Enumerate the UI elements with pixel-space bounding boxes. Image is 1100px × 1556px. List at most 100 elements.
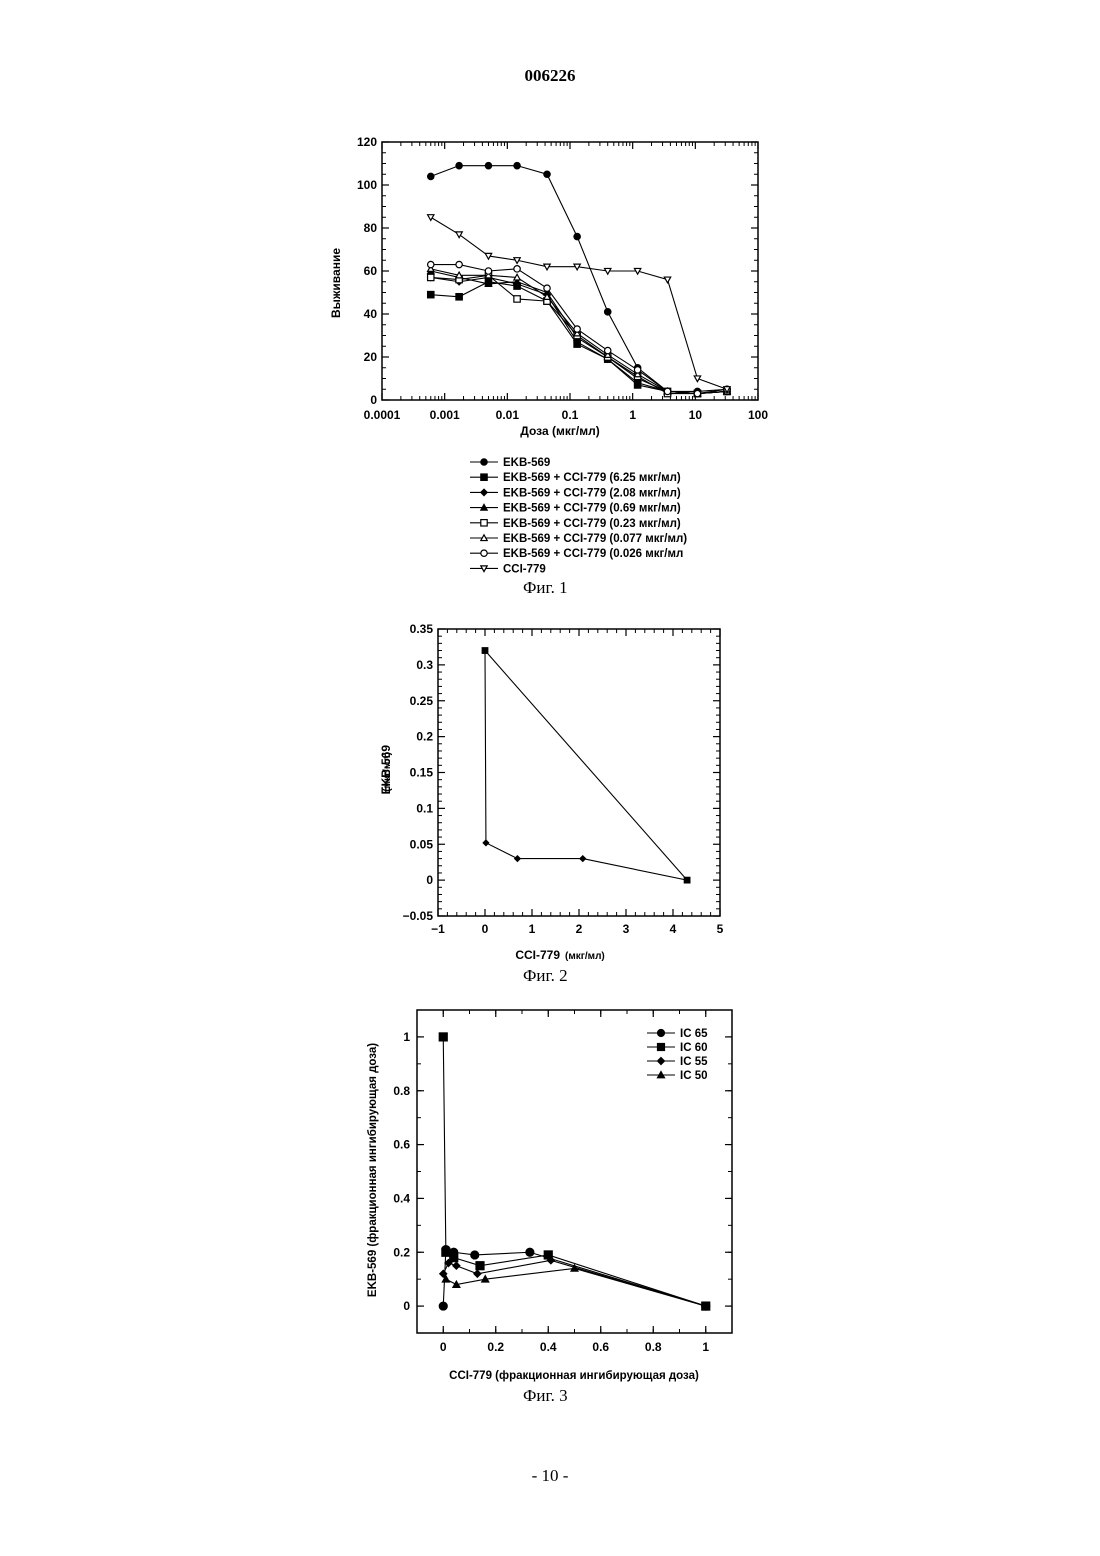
legend-label: EKB-569 + CCI-779 (0.23 мкг/мл) bbox=[503, 518, 681, 530]
legend-marker bbox=[658, 1044, 665, 1051]
x-tick-label: 1 bbox=[529, 922, 536, 936]
data-point bbox=[456, 261, 462, 267]
chart-3-fractional-isobologram: 00.20.40.60.8100.20.40.60.81CCI-779 (фра… bbox=[367, 1010, 732, 1382]
data-point bbox=[694, 376, 700, 382]
data-point bbox=[514, 162, 520, 168]
legend-marker bbox=[481, 535, 487, 541]
data-point bbox=[471, 1251, 479, 1259]
y-tick-label: 0.25 bbox=[410, 694, 434, 708]
data-point bbox=[605, 309, 611, 315]
x-axis-label: CCI-779 (фракционная ингибирующая доза) bbox=[449, 1370, 699, 1382]
data-point bbox=[574, 326, 580, 332]
data-point bbox=[605, 268, 611, 274]
data-point bbox=[664, 388, 670, 394]
data-point bbox=[694, 390, 700, 396]
data-point bbox=[515, 856, 521, 862]
data-point bbox=[485, 268, 491, 274]
y-tick-label: 0.3 bbox=[416, 658, 433, 672]
y-tick-label: 0 bbox=[403, 1299, 410, 1313]
data-point bbox=[684, 877, 690, 883]
data-point bbox=[634, 268, 640, 274]
data-point bbox=[544, 264, 550, 270]
data-point bbox=[574, 264, 580, 270]
figure-2-caption: Фиг. 2 bbox=[523, 966, 568, 986]
data-point bbox=[483, 840, 489, 846]
x-tick-label: 0.4 bbox=[540, 1340, 557, 1354]
x-tick-label: 100 bbox=[748, 408, 768, 422]
y-tick-label: 0 bbox=[370, 393, 377, 407]
legend-label: EKB-569 + CCI-779 (0.077 мкг/мл) bbox=[503, 533, 687, 545]
legend-marker bbox=[481, 489, 487, 495]
x-tick-label: 0.8 bbox=[645, 1340, 662, 1354]
data-point bbox=[456, 294, 462, 300]
data-point bbox=[476, 1262, 484, 1270]
legend-label: EKB-569 bbox=[503, 457, 550, 469]
data-point bbox=[450, 1254, 458, 1262]
chart-2-frame bbox=[438, 629, 720, 916]
x-tick-label: 2 bbox=[576, 922, 583, 936]
y-tick-label: 80 bbox=[364, 221, 378, 235]
y-tick-label: 0.1 bbox=[416, 801, 433, 815]
legend-label: IC 60 bbox=[680, 1042, 708, 1054]
data-point bbox=[526, 1248, 534, 1256]
legend-marker bbox=[481, 550, 487, 556]
x-tick-label: 0.0001 bbox=[364, 408, 401, 422]
legend-label: CCI-779 bbox=[503, 563, 546, 575]
x-tick-label: 3 bbox=[623, 922, 630, 936]
chart-1-survival-vs-dose: 0.00010.0010.010.1110100020406080100120Д… bbox=[329, 135, 768, 575]
x-tick-label: 0 bbox=[482, 922, 489, 936]
data-point bbox=[634, 367, 640, 373]
isobole-line bbox=[485, 651, 687, 881]
series-line bbox=[446, 1268, 706, 1306]
y-tick-label: 0.35 bbox=[410, 622, 434, 636]
figure-3-caption: Фиг. 3 bbox=[523, 1386, 568, 1406]
chart-2-isobologram: −1012345−0.0500.050.10.150.20.250.30.35C… bbox=[379, 622, 724, 962]
data-point bbox=[574, 233, 580, 239]
legend-label: EKB-569 + CCI-779 (6.25 мкг/мл) bbox=[503, 472, 681, 484]
y-tick-label: 0.2 bbox=[393, 1245, 410, 1259]
x-tick-label: 1 bbox=[629, 408, 636, 422]
data-point bbox=[428, 274, 434, 280]
y-tick-label: 40 bbox=[364, 307, 378, 321]
y-tick-label: 0.6 bbox=[393, 1138, 410, 1152]
data-point bbox=[514, 274, 520, 280]
data-point bbox=[456, 162, 462, 168]
y-axis-unit: (мкг/мл) bbox=[382, 752, 393, 792]
x-tick-label: 1 bbox=[702, 1340, 709, 1354]
legend-label: IC 65 bbox=[680, 1028, 708, 1040]
page-number: - 10 - bbox=[0, 1466, 1100, 1486]
data-point bbox=[442, 1248, 450, 1256]
y-tick-label: 1 bbox=[403, 1030, 410, 1044]
y-axis-label: Выживание bbox=[329, 248, 343, 318]
legend-label: EKB-569 + CCI-779 (2.08 мкг/мл) bbox=[503, 487, 681, 499]
y-tick-label: 0.4 bbox=[393, 1191, 410, 1205]
y-tick-label: 20 bbox=[364, 350, 378, 364]
legend-marker bbox=[658, 1058, 665, 1065]
data-point bbox=[664, 277, 670, 283]
data-point bbox=[514, 258, 520, 264]
data-point bbox=[485, 253, 491, 259]
data-point bbox=[428, 173, 434, 179]
x-tick-label: 10 bbox=[689, 408, 703, 422]
y-tick-label: 100 bbox=[357, 178, 377, 192]
x-tick-label: 0 bbox=[440, 1340, 447, 1354]
x-axis-label: CCI-779 bbox=[515, 948, 560, 962]
data-point bbox=[456, 272, 462, 278]
data-point bbox=[428, 215, 434, 221]
x-tick-label: 0.001 bbox=[430, 408, 460, 422]
x-tick-label: 0.6 bbox=[592, 1340, 609, 1354]
series-line bbox=[431, 217, 727, 389]
data-point bbox=[453, 1262, 460, 1269]
x-tick-label: 5 bbox=[717, 922, 724, 936]
data-point bbox=[428, 261, 434, 267]
x-tick-label: 0.01 bbox=[496, 408, 520, 422]
data-point bbox=[439, 1302, 447, 1310]
data-point bbox=[485, 162, 491, 168]
legend-label: EKB-569 + CCI-779 (0.026 мкг/мл bbox=[503, 548, 683, 560]
y-tick-label: 0.15 bbox=[410, 766, 434, 780]
y-tick-label: 0 bbox=[426, 873, 433, 887]
x-tick-label: 4 bbox=[670, 922, 677, 936]
series-line bbox=[443, 1250, 706, 1307]
data-point bbox=[482, 648, 488, 654]
